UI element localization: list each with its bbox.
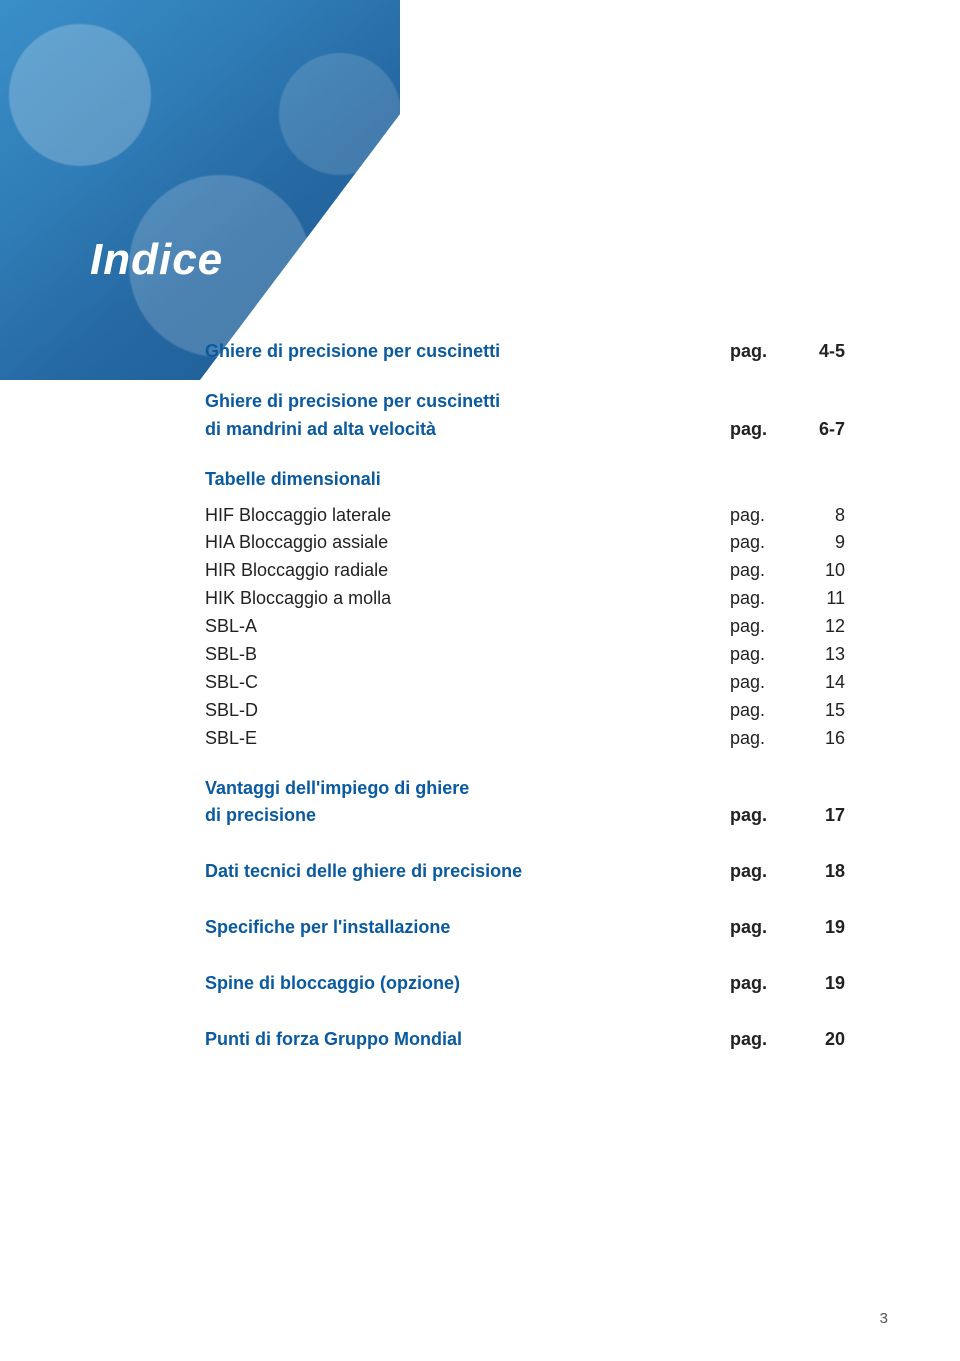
header-background bbox=[0, 0, 400, 380]
toc-section-2-line1: Ghiere di precisione per cuscinetti bbox=[205, 388, 845, 416]
toc-row: SBL-Cpag.14 bbox=[205, 669, 845, 697]
pag-label: pag. bbox=[730, 585, 800, 613]
toc-label: Punti di forza Gruppo Mondial bbox=[205, 1026, 730, 1054]
toc-label: Ghiere di precisione per cuscinetti bbox=[205, 338, 730, 366]
page-number: 3 bbox=[880, 1310, 888, 1327]
pag-label: pag. bbox=[730, 1026, 800, 1054]
toc-page: 12 bbox=[800, 613, 845, 641]
toc-section-6: Specifiche per l'installazione pag. 19 bbox=[205, 914, 845, 942]
toc-page: 14 bbox=[800, 669, 845, 697]
toc-label: HIR Bloccaggio radiale bbox=[205, 557, 730, 585]
pag-label: pag. bbox=[730, 557, 800, 585]
pag-label: pag. bbox=[730, 641, 800, 669]
toc-row: HIK Bloccaggio a mollapag.11 bbox=[205, 585, 845, 613]
table-of-contents: Ghiere di precisione per cuscinetti pag.… bbox=[205, 338, 845, 1054]
toc-row: HIR Bloccaggio radialepag.10 bbox=[205, 557, 845, 585]
toc-page: 15 bbox=[800, 697, 845, 725]
toc-page: 9 bbox=[800, 529, 845, 557]
toc-section-2-line2: di mandrini ad alta velocità pag. 6-7 bbox=[205, 416, 845, 444]
toc-label: Ghiere di precisione per cuscinetti bbox=[205, 388, 730, 416]
pag-label: pag. bbox=[730, 338, 800, 366]
pag-label: pag. bbox=[730, 802, 800, 830]
toc-page: 11 bbox=[800, 585, 845, 613]
toc-label: Spine di bloccaggio (opzione) bbox=[205, 970, 730, 998]
toc-page: 19 bbox=[800, 970, 845, 998]
toc-label: di mandrini ad alta velocità bbox=[205, 416, 730, 444]
toc-label: SBL-D bbox=[205, 697, 730, 725]
toc-row: SBL-Dpag.15 bbox=[205, 697, 845, 725]
toc-label: HIK Bloccaggio a molla bbox=[205, 585, 730, 613]
toc-label: SBL-A bbox=[205, 613, 730, 641]
toc-page: 6-7 bbox=[800, 416, 845, 444]
toc-label: HIF Bloccaggio laterale bbox=[205, 502, 730, 530]
toc-section-3-header: Tabelle dimensionali bbox=[205, 466, 845, 494]
toc-label: Tabelle dimensionali bbox=[205, 466, 730, 494]
toc-page: 4-5 bbox=[800, 338, 845, 366]
toc-section-4-line1: Vantaggi dell'impiego di ghiere bbox=[205, 775, 845, 803]
toc-section-4-line2: di precisione pag. 17 bbox=[205, 802, 845, 830]
toc-label: Dati tecnici delle ghiere di precisione bbox=[205, 858, 730, 886]
toc-page: 20 bbox=[800, 1026, 845, 1054]
pag-label: pag. bbox=[730, 914, 800, 942]
toc-section-5: Dati tecnici delle ghiere di precisione … bbox=[205, 858, 845, 886]
toc-page: 19 bbox=[800, 914, 845, 942]
toc-page: 10 bbox=[800, 557, 845, 585]
pag-label: pag. bbox=[730, 613, 800, 641]
pag-label: pag. bbox=[730, 970, 800, 998]
pag-label: pag. bbox=[730, 697, 800, 725]
toc-page: 17 bbox=[800, 802, 845, 830]
toc-row: HIF Bloccaggio lateralepag.8 bbox=[205, 502, 845, 530]
pag-label: pag. bbox=[730, 725, 800, 753]
toc-section-8: Punti di forza Gruppo Mondial pag. 20 bbox=[205, 1026, 845, 1054]
toc-section-3-rows: HIF Bloccaggio lateralepag.8HIA Bloccagg… bbox=[205, 502, 845, 753]
toc-label: SBL-B bbox=[205, 641, 730, 669]
toc-label: di precisione bbox=[205, 802, 730, 830]
toc-label: HIA Bloccaggio assiale bbox=[205, 529, 730, 557]
toc-page: 16 bbox=[800, 725, 845, 753]
toc-section-1: Ghiere di precisione per cuscinetti pag.… bbox=[205, 338, 845, 366]
toc-section-7: Spine di bloccaggio (opzione) pag. 19 bbox=[205, 970, 845, 998]
toc-row: SBL-Bpag.13 bbox=[205, 641, 845, 669]
pag-label: pag. bbox=[730, 529, 800, 557]
pag-label: pag. bbox=[730, 502, 800, 530]
pag-label: pag. bbox=[730, 669, 800, 697]
toc-label: SBL-E bbox=[205, 725, 730, 753]
toc-row: SBL-Epag.16 bbox=[205, 725, 845, 753]
toc-label: Vantaggi dell'impiego di ghiere bbox=[205, 775, 730, 803]
page-title: Indice bbox=[90, 235, 223, 285]
toc-label: Specifiche per l'installazione bbox=[205, 914, 730, 942]
toc-page: 18 bbox=[800, 858, 845, 886]
pag-label: pag. bbox=[730, 858, 800, 886]
toc-row: HIA Bloccaggio assialepag.9 bbox=[205, 529, 845, 557]
toc-row: SBL-Apag.12 bbox=[205, 613, 845, 641]
toc-page: 8 bbox=[800, 502, 845, 530]
pag-label: pag. bbox=[730, 416, 800, 444]
toc-label: SBL-C bbox=[205, 669, 730, 697]
toc-page: 13 bbox=[800, 641, 845, 669]
